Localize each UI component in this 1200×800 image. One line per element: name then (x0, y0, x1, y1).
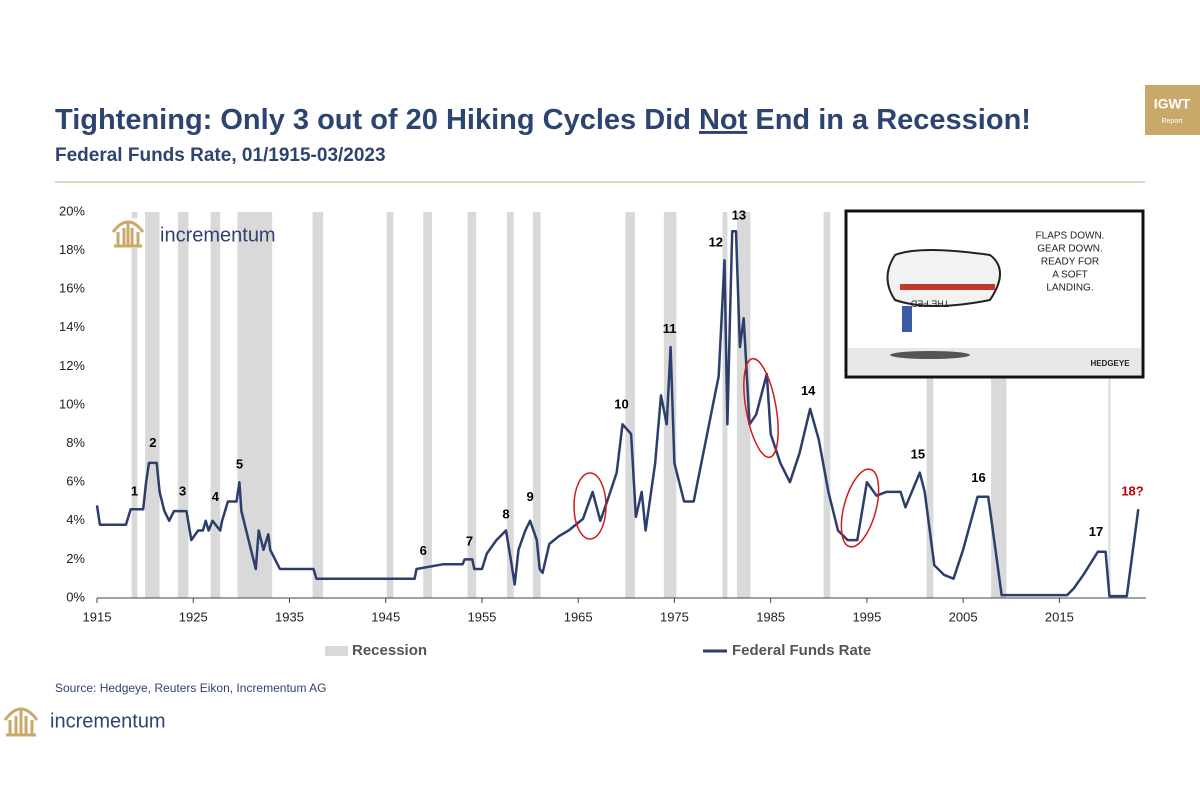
cycle-label: 16 (971, 470, 985, 485)
recession-band (663, 212, 677, 598)
recession-band (506, 212, 514, 598)
y-tick-label: 20% (59, 203, 85, 218)
logo-icon (111, 220, 145, 248)
x-tick-label: 2005 (949, 609, 978, 624)
logo-text: incrementum (160, 224, 276, 246)
badge-sub: Report (1161, 118, 1182, 125)
y-tick-label: 10% (59, 396, 85, 411)
recession-band (386, 212, 394, 598)
cycle-label: 4 (212, 489, 220, 504)
cycle-label: 13 (732, 207, 746, 222)
legend-swatch (325, 646, 348, 656)
legend-label: Federal Funds Rate (732, 642, 871, 659)
y-tick-label: 2% (66, 551, 85, 566)
x-tick-label: 2015 (1045, 609, 1074, 624)
cycle-label: 1 (131, 483, 138, 498)
chart-logo: incrementum (111, 218, 276, 248)
cycle-label: 17 (1089, 524, 1103, 539)
cartoon-ground (848, 348, 1141, 375)
logo-text: incrementum (50, 710, 166, 732)
y-tick-label: 0% (66, 589, 85, 604)
cycle-label: 11 (663, 321, 677, 336)
source: Source: Hedgeye, Reuters Eikon, Incremen… (55, 681, 326, 695)
legend-label: Recession (352, 642, 427, 659)
cycle-label: 14 (801, 383, 816, 398)
x-tick-label: 1975 (660, 609, 689, 624)
badge (1145, 85, 1200, 135)
recession-band (177, 212, 189, 598)
cartoon: THE FED FLAPS DOWN. GEAR DOWN. READY FOR… (844, 209, 1145, 379)
rate-line (95, 230, 1140, 598)
cycle-label: 3 (179, 483, 186, 498)
y-tick-label: 12% (59, 358, 85, 373)
x-tick-label: 1915 (83, 609, 112, 624)
y-tick-label: 18% (59, 242, 85, 257)
recession-band (926, 212, 934, 598)
x-tick-label: 1935 (275, 609, 304, 624)
recession-band (210, 212, 221, 598)
y-tick-label: 8% (66, 435, 85, 450)
title-part: Tightening: Only 3 out of 20 Hiking Cycl… (55, 104, 699, 136)
recession-band (312, 212, 324, 598)
badge-text: IGWT (1154, 96, 1191, 112)
recession-band (823, 212, 831, 598)
chart-title: Tightening: Only 3 out of 20 Hiking Cycl… (55, 104, 1031, 136)
cartoon-speech: READY FOR (1041, 257, 1099, 268)
cycle-label: 12 (709, 234, 723, 249)
y-tick-label: 14% (59, 319, 85, 334)
recession-band (467, 212, 477, 598)
recession-band (532, 212, 541, 598)
x-tick-label: 1925 (179, 609, 208, 624)
cartoon-stripe (900, 284, 995, 290)
y-tick-label: 4% (66, 512, 85, 527)
highlights (573, 357, 880, 548)
x-tick-label: 1965 (564, 609, 593, 624)
cycle-label: 5 (236, 456, 243, 471)
recession-band (237, 212, 273, 598)
y-tick-label: 16% (59, 281, 85, 296)
footer-logo: incrementum (3, 707, 166, 737)
cycle-label: 8 (502, 506, 509, 521)
highlight-ellipse (840, 468, 880, 548)
title-part: Not (699, 104, 748, 136)
subtitle: Federal Funds Rate, 01/1915-03/2023 (55, 145, 386, 166)
cartoon-plane (886, 249, 1001, 307)
cartoon-plane-label: THE FED (910, 299, 949, 309)
cycle-label: 15 (911, 447, 925, 462)
plot: 0%2%4%6%8%10%12%14%16%18%20%1915 1925 1935… (59, 203, 1146, 624)
x-tick-label: 1995 (852, 609, 881, 624)
cartoon-speech: GEAR DOWN. (1037, 244, 1103, 255)
cartoon-shadow (890, 351, 970, 359)
y-tick-label: 6% (66, 474, 85, 489)
x-tick-label: 1985 (756, 609, 785, 624)
x-tick-label: 1945 (371, 609, 400, 624)
cartoon-signature: HEDGEYE (1090, 359, 1130, 368)
cycle-label: 7 (466, 533, 473, 548)
cycle-label: 10 (614, 396, 628, 411)
cartoon-gear (902, 306, 912, 332)
cartoon-speech: A SOFT (1052, 270, 1088, 281)
highlight-ellipse (573, 472, 607, 540)
cycle-label: 9 (526, 489, 533, 504)
title-part: End in a Recession! (747, 104, 1031, 136)
cycle-label: 2 (149, 435, 156, 450)
recession-band (722, 212, 728, 598)
logo-icon (3, 707, 39, 737)
recession-band (625, 212, 635, 598)
recession-band (145, 212, 160, 598)
cycle-label: 18? (1121, 483, 1143, 498)
recession-band (131, 212, 138, 598)
cycle-label: 6 (420, 543, 427, 558)
cartoon-speech: FLAPS DOWN. (1036, 231, 1105, 242)
legend: Recession Federal Funds Rate (325, 642, 871, 659)
highlight-ellipse (743, 357, 779, 459)
cartoon-speech: LANDING. (1046, 283, 1093, 294)
x-tick-label: 1955 (467, 609, 496, 624)
recession-band (423, 212, 432, 598)
recession-band (736, 212, 751, 598)
recession-band (1108, 212, 1111, 598)
